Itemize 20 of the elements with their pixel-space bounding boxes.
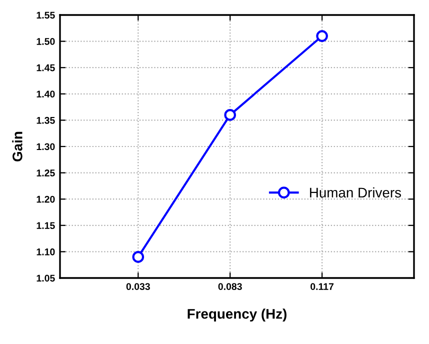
y-tick-label: 1.30 xyxy=(36,143,55,150)
y-tick-label: 1.35 xyxy=(36,116,55,124)
point xyxy=(132,251,144,263)
y-tick-label: 1.50 xyxy=(36,38,55,45)
y-tick-label: 1.45 xyxy=(36,64,55,72)
point xyxy=(316,30,328,42)
x-tick-label: 0.033 xyxy=(126,283,150,290)
x-tick-label: 0.117 xyxy=(310,283,334,290)
x-tick-label: 0.083 xyxy=(218,283,242,290)
y-tick-label: 1.55 xyxy=(36,12,55,19)
y-tick-label: 1.15 xyxy=(36,222,55,230)
legend-label: Human Drivers xyxy=(310,187,402,198)
y-tick-label: 1.25 xyxy=(36,170,55,176)
y-tick-label: 1.40 xyxy=(36,90,55,98)
y-tick-label: 1.10 xyxy=(36,248,55,256)
y-tick-label: 1.20 xyxy=(36,196,55,203)
x-axis-title: Frequency (Hz) xyxy=(188,308,286,322)
y-axis-title: Gain xyxy=(12,132,22,162)
point xyxy=(224,109,236,121)
y-tick-label: 1.05 xyxy=(36,274,55,282)
